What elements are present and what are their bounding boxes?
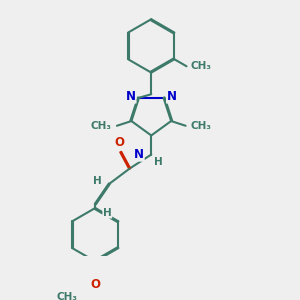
Text: CH₃: CH₃ [91,121,112,131]
Text: CH₃: CH₃ [191,121,212,131]
Text: CH₃: CH₃ [190,61,211,71]
Text: H: H [93,176,102,186]
Text: CH₃: CH₃ [56,292,77,300]
Text: H: H [103,208,112,218]
Text: H: H [154,157,163,167]
Text: O: O [115,136,124,149]
Text: N: N [134,148,144,161]
Text: O: O [90,278,100,291]
Text: N: N [126,90,136,103]
Text: N: N [167,90,177,103]
